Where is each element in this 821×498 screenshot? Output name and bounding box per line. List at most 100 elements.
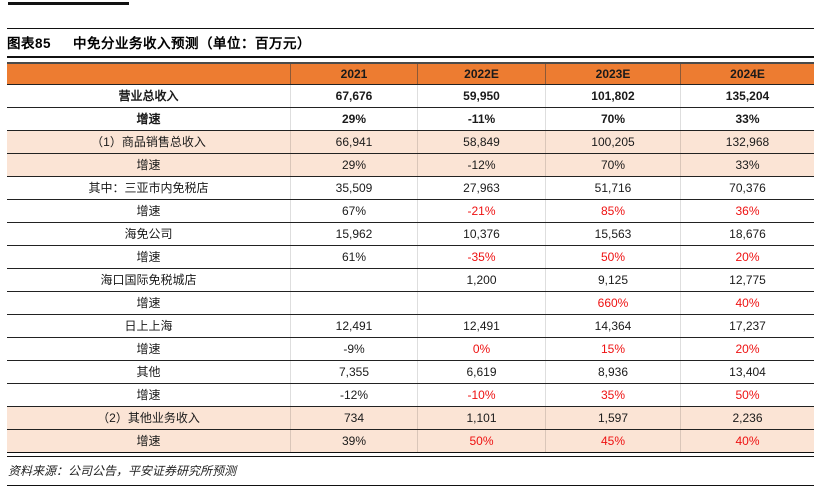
- table-row: 其他 7,355 6,619 8,936 13,404: [7, 360, 814, 383]
- table-row: 其中：三亚市内免税店 35,509 27,963 51,716 70,376: [7, 176, 814, 199]
- cell-value: 6,619: [417, 361, 545, 383]
- cell-value: 33%: [680, 108, 814, 130]
- cell-value: 67%: [290, 200, 417, 222]
- cell-value: 35,509: [290, 177, 417, 199]
- row-label: 海免公司: [124, 226, 173, 241]
- cell-value: 8,936: [545, 361, 680, 383]
- cell-value: 85%: [545, 200, 680, 222]
- cell-value: 135,204: [680, 85, 814, 107]
- cell-value: 66,941: [290, 131, 417, 153]
- cell-value: 39%: [290, 430, 417, 452]
- page-header-rule-fragment: [8, 2, 129, 5]
- table-row: 增速 61% -35% 50% 20%: [7, 245, 814, 268]
- cell-value: 12,491: [417, 315, 545, 337]
- row-label: 增速: [136, 111, 161, 126]
- row-label: 海口国际免税城店: [100, 272, 197, 287]
- row-label: 增速: [136, 387, 161, 402]
- header-cell-2021: 2021: [290, 64, 417, 84]
- cell-value: 13,404: [680, 361, 814, 383]
- row-label: 其中：三亚市内免税店: [88, 180, 209, 195]
- cell-value: 59,950: [417, 85, 545, 107]
- cell-value: 40%: [680, 292, 814, 314]
- cell-value: 36%: [680, 200, 814, 222]
- cell-value: 70%: [545, 154, 680, 176]
- cell-value: 15,962: [290, 223, 417, 245]
- cell-value: 734: [290, 407, 417, 429]
- cell-value: 50%: [680, 384, 814, 406]
- table-row: 增速 29% -11% 70% 33%: [7, 107, 814, 130]
- cell-value: 2,236: [680, 407, 814, 429]
- cell-value: -11%: [417, 108, 545, 130]
- cell-value: 12,775: [680, 269, 814, 291]
- cell-value: 1,101: [417, 407, 545, 429]
- row-label: 增速: [136, 157, 161, 172]
- cell-value: 50%: [545, 246, 680, 268]
- cell-value: 15%: [545, 338, 680, 360]
- table-row: 增速 -9% 0% 15% 20%: [7, 337, 814, 360]
- cell-value: 132,968: [680, 131, 814, 153]
- cell-value: 35%: [545, 384, 680, 406]
- row-label: 营业总收入: [118, 88, 179, 103]
- row-label: 其他: [136, 364, 161, 379]
- row-label: （1）商品销售总收入: [91, 134, 206, 149]
- cell-value: 70%: [545, 108, 680, 130]
- cell-value: 70,376: [680, 177, 814, 199]
- cell-value: 50%: [417, 430, 545, 452]
- cell-value: 40%: [680, 430, 814, 452]
- row-label: 增速: [136, 249, 161, 264]
- cell-value: 1,597: [545, 407, 680, 429]
- cell-value: 18,676: [680, 223, 814, 245]
- cell-value: 17,237: [680, 315, 814, 337]
- cell-value: 27,963: [417, 177, 545, 199]
- figure-title-bar: 图表85 中免分业务收入预测（单位：百万元）: [7, 28, 814, 58]
- table-row: 日上上海 12,491 12,491 14,364 17,237: [7, 314, 814, 337]
- row-label: 增速: [136, 341, 161, 356]
- cell-value: 12,491: [290, 315, 417, 337]
- cell-value: 61%: [290, 246, 417, 268]
- row-label: 增速: [136, 203, 161, 218]
- header-cell-2022e: 2022E: [417, 64, 545, 84]
- header-cell-label: [7, 64, 290, 84]
- cell-value: -10%: [417, 384, 545, 406]
- row-label: 日上上海: [124, 318, 173, 333]
- table-header-row: 2021 2022E 2023E 2024E: [7, 62, 814, 84]
- cell-value: -12%: [290, 384, 417, 406]
- cell-value: 45%: [545, 430, 680, 452]
- cell-value: 15,563: [545, 223, 680, 245]
- row-label: 增速: [136, 295, 161, 310]
- table-body: 营业总收入 67,676 59,950 101,802 135,204 增速 29% -11%…: [7, 84, 814, 452]
- cell-value: 660%: [545, 292, 680, 314]
- row-label: （2）其他业务收入: [97, 410, 200, 425]
- table-row: 营业总收入 67,676 59,950 101,802 135,204: [7, 84, 814, 107]
- cell-value: 7,355: [290, 361, 417, 383]
- cell-value: 9,125: [545, 269, 680, 291]
- revenue-forecast-table: 2021 2022E 2023E 2024E 营业总收入 67,676 59,950…: [7, 62, 814, 453]
- table-row: 增速 29% -12% 70% 33%: [7, 153, 814, 176]
- cell-value: 101,802: [545, 85, 680, 107]
- cell-value: 1,200: [417, 269, 545, 291]
- figure-title: 中免分业务收入预测（单位：百万元）: [73, 36, 312, 51]
- cell-value: 51,716: [545, 177, 680, 199]
- source-note: 资料来源：公司公告，平安证券研究所预测: [7, 456, 814, 486]
- table-row: （2）其他业务收入 734 1,101 1,597 2,236: [7, 406, 814, 429]
- cell-value: 20%: [680, 246, 814, 268]
- table-row: 增速 39% 50% 45% 40%: [7, 429, 814, 452]
- table-row: 增速 67% -21% 85% 36%: [7, 199, 814, 222]
- table-row: 增速 -12% -10% 35% 50%: [7, 383, 814, 406]
- cell-value: 10,376: [417, 223, 545, 245]
- cell-value: [417, 292, 545, 314]
- table-row: （1）商品销售总收入 66,941 58,849 100,205 132,968: [7, 130, 814, 153]
- table-row: 海免公司 15,962 10,376 15,563 18,676: [7, 222, 814, 245]
- cell-value: 29%: [290, 108, 417, 130]
- figure-number: 图表85: [7, 36, 52, 51]
- cell-value: [290, 269, 417, 291]
- cell-value: -12%: [417, 154, 545, 176]
- cell-value: -35%: [417, 246, 545, 268]
- cell-value: -21%: [417, 200, 545, 222]
- cell-value: 67,676: [290, 85, 417, 107]
- table-row: 海口国际免税城店 1,200 9,125 12,775: [7, 268, 814, 291]
- header-cell-2023e: 2023E: [545, 64, 680, 84]
- cell-value: 20%: [680, 338, 814, 360]
- cell-value: -9%: [290, 338, 417, 360]
